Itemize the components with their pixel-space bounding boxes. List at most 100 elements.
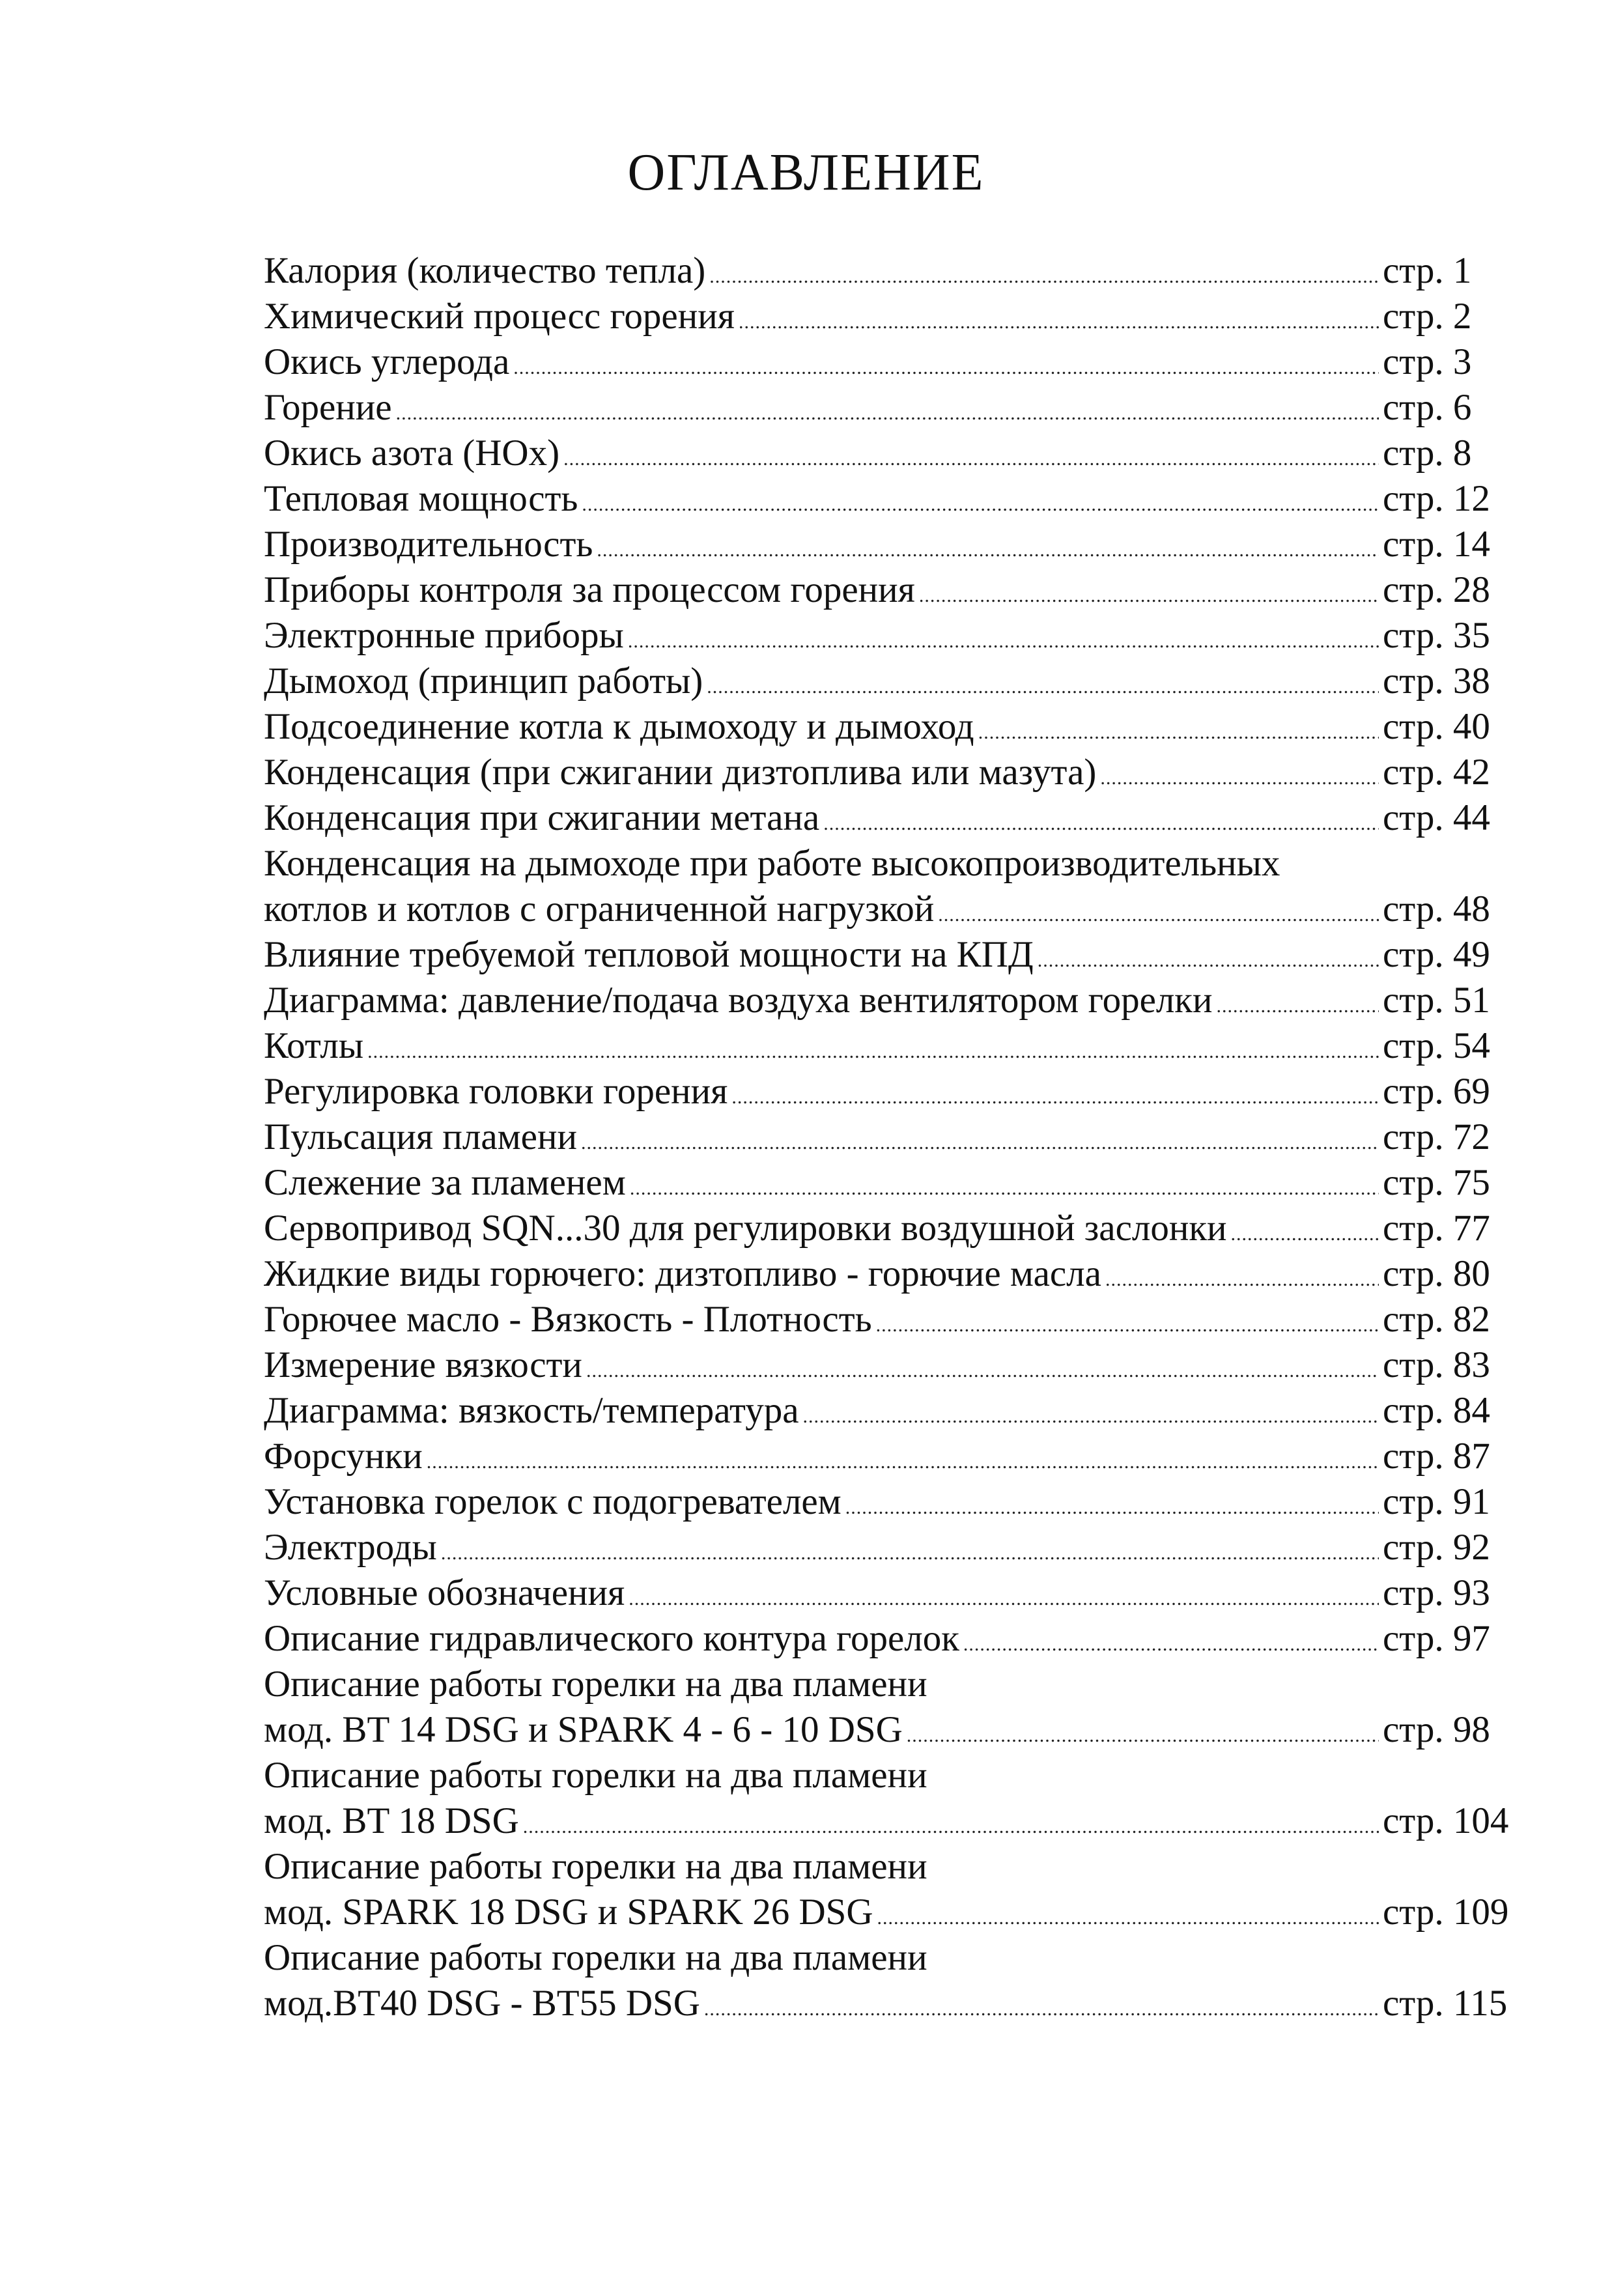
toc-line: Химический процесс горения стр. 2	[264, 294, 1521, 339]
toc-entry[interactable]: Описание работы горелки на два пламени мо…	[264, 1935, 1521, 2026]
toc-entry[interactable]: Конденсация при сжигании метана стр. 44	[264, 795, 1521, 841]
toc-entry[interactable]: Производительность стр. 14	[264, 522, 1521, 567]
toc-line: Горючее масло - Вязкость - Плотность стр.…	[264, 1297, 1521, 1342]
toc-page-number: стр. 72	[1383, 1116, 1490, 1157]
toc-page-number: стр. 87	[1383, 1436, 1490, 1477]
toc-line: Котлы стр. 54	[264, 1023, 1521, 1069]
toc-line: Производительность стр. 14	[264, 522, 1521, 567]
toc-page-number: стр. 28	[1383, 569, 1490, 610]
leader-dots	[513, 345, 1379, 391]
toc-page-number: стр. 54	[1383, 1025, 1490, 1066]
toc-entry-title: Дымоход (принцип работы)	[264, 660, 703, 702]
toc-entry-title: мод. BT 18 DSG	[264, 1800, 519, 1841]
toc-line: мод.BT40 DSG - BT55 DSG стр. 115	[264, 1981, 1521, 2026]
toc-entry-title: Пульсация пламени	[264, 1116, 577, 1157]
toc-page-number: стр. 69	[1383, 1071, 1490, 1112]
toc-entry[interactable]: Условные обозначения стр. 93	[264, 1570, 1521, 1616]
toc-page-number: стр. 93	[1383, 1572, 1490, 1613]
toc-entry[interactable]: Окись азота (НОх) стр. 8	[264, 431, 1521, 476]
toc-page-number: стр. 91	[1383, 1481, 1490, 1522]
toc-page-number: стр. 12	[1383, 478, 1490, 519]
toc-page-number: стр. 49	[1383, 934, 1490, 975]
toc-entry-title: мод. BT 14 DSG и SPARK 4 - 6 - 10 DSG	[264, 1709, 903, 1750]
toc-page-number: стр. 80	[1383, 1253, 1490, 1294]
leader-dots	[396, 391, 1379, 436]
toc-line: Диаграмма: вязкость/температура стр. 84	[264, 1388, 1521, 1434]
toc-entry[interactable]: Электроды стр. 92	[264, 1525, 1521, 1570]
leader-dots	[582, 482, 1379, 528]
toc-entry[interactable]: Горючее масло - Вязкость - Плотность стр.…	[264, 1297, 1521, 1342]
toc-entry[interactable]: Жидкие виды горючего: дизтопливо - горюч…	[264, 1251, 1521, 1297]
toc-entry[interactable]: Калория (количество тепла) стр. 1	[264, 248, 1521, 294]
toc-entry-title: мод. SPARK 18 DSG и SPARK 26 DSG	[264, 1892, 873, 1933]
toc-entry-title: Описание работы горелки на два пламени	[264, 1755, 927, 1796]
toc-line: Описание работы горелки на два пламени	[264, 1662, 1521, 1707]
toc-entry[interactable]: Форсунки стр. 87	[264, 1434, 1521, 1479]
toc-entry[interactable]: Диаграмма: вязкость/температура стр. 84	[264, 1388, 1521, 1434]
leader-dots	[731, 1075, 1379, 1120]
toc-line: Электронные приборы стр. 35	[264, 613, 1521, 659]
leader-dots	[1231, 1212, 1379, 1257]
toc-line: Слежение за пламенем стр. 75	[264, 1160, 1521, 1206]
toc-page-number: стр. 109	[1383, 1892, 1509, 1933]
toc-page-number: стр. 38	[1383, 660, 1490, 702]
toc-entry-title: Горение	[264, 387, 392, 428]
toc-entry[interactable]: Регулировка головки горения стр. 69	[264, 1069, 1521, 1114]
toc-entry-title: Конденсация на дымоходе при работе высок…	[264, 843, 1280, 884]
toc-entry[interactable]: Влияние требуемой тепловой мощности на К…	[264, 932, 1521, 978]
toc-line: Конденсация при сжигании метана стр. 44	[264, 795, 1521, 841]
toc-line: Окись углерода стр. 3	[264, 339, 1521, 385]
toc-page-number: стр. 83	[1383, 1344, 1490, 1385]
toc-page-number: стр. 1	[1383, 250, 1472, 291]
toc-entry[interactable]: Пульсация пламени стр. 72	[264, 1114, 1521, 1160]
toc-line: Калория (количество тепла) стр. 1	[264, 248, 1521, 294]
toc-page-number: стр. 104	[1383, 1800, 1509, 1841]
leader-dots	[919, 573, 1379, 619]
toc-entry[interactable]: Описание работы горелки на два пламени мо…	[264, 1844, 1521, 1935]
toc-entry[interactable]: Конденсация (при сжигании дизтоплива или…	[264, 750, 1521, 795]
leader-dots	[441, 1531, 1379, 1576]
toc-entry[interactable]: Описание работы горелки на два пламени мо…	[264, 1662, 1521, 1753]
toc-page-number: стр. 48	[1383, 888, 1490, 929]
toc-entry[interactable]: Описание гидравлического контура горелок…	[264, 1616, 1521, 1662]
toc-entry[interactable]: Конденсация на дымоходе при работе высок…	[264, 841, 1521, 932]
toc-line: Конденсация (при сжигании дизтоплива или…	[264, 750, 1521, 795]
leader-dots	[876, 1303, 1379, 1348]
toc-entry[interactable]: Диаграмма: давление/подача воздуха венти…	[264, 978, 1521, 1023]
toc-entry[interactable]: Установка горелок с подогревателем стр. 9…	[264, 1479, 1521, 1525]
toc-line: Жидкие виды горючего: дизтопливо - горюч…	[264, 1251, 1521, 1297]
leader-dots	[523, 1804, 1379, 1850]
toc-entry[interactable]: Дымоход (принцип работы) стр. 38	[264, 659, 1521, 704]
toc-entry-title: Электроды	[264, 1527, 437, 1568]
toc-line: Диаграмма: давление/подача воздуха венти…	[264, 978, 1521, 1023]
toc-entry[interactable]: Горение стр. 6	[264, 385, 1521, 431]
toc-entry[interactable]: Сервопривод SQN...30 для регулировки воз…	[264, 1206, 1521, 1251]
toc-entry[interactable]: Подсоединение котла к дымоходу и дымоход…	[264, 704, 1521, 750]
toc-entry-title: Приборы контроля за процессом горения	[264, 569, 915, 610]
toc-entry[interactable]: Химический процесс горения стр. 2	[264, 294, 1521, 339]
toc-line: Дымоход (принцип работы) стр. 38	[264, 659, 1521, 704]
leader-dots	[978, 710, 1379, 756]
toc-entry[interactable]: Окись углерода стр. 3	[264, 339, 1521, 385]
toc-line: Конденсация на дымоходе при работе высок…	[264, 841, 1521, 886]
toc-entry[interactable]: Описание работы горелки на два пламени мо…	[264, 1753, 1521, 1844]
toc-line: мод. BT 18 DSG стр. 104	[264, 1798, 1521, 1844]
toc-entry[interactable]: Приборы контроля за процессом горения стр…	[264, 567, 1521, 613]
toc-line: Пульсация пламени стр. 72	[264, 1114, 1521, 1160]
toc-line: Тепловая мощность стр. 12	[264, 476, 1521, 522]
toc-entry[interactable]: Котлы стр. 54	[264, 1023, 1521, 1069]
toc-page-number: стр. 42	[1383, 752, 1490, 793]
toc-page-number: стр. 92	[1383, 1527, 1490, 1568]
toc-page-number: стр. 40	[1383, 706, 1490, 747]
toc-entry[interactable]: Электронные приборы стр. 35	[264, 613, 1521, 659]
leader-dots	[707, 664, 1379, 710]
toc-entry[interactable]: Тепловая мощность стр. 12	[264, 476, 1521, 522]
leader-dots	[581, 1120, 1379, 1166]
toc-entry-title: Диаграмма: давление/подача воздуха венти…	[264, 980, 1213, 1021]
toc-entry[interactable]: Измерение вязкости стр. 83	[264, 1342, 1521, 1388]
toc-entry[interactable]: Слежение за пламенем стр. 75	[264, 1160, 1521, 1206]
toc-line: Приборы контроля за процессом горения стр…	[264, 567, 1521, 613]
toc-entry-title: Измерение вязкости	[264, 1344, 582, 1385]
toc-line: Подсоединение котла к дымоходу и дымоход…	[264, 704, 1521, 750]
toc-entry-title: Подсоединение котла к дымоходу и дымоход	[264, 706, 974, 747]
